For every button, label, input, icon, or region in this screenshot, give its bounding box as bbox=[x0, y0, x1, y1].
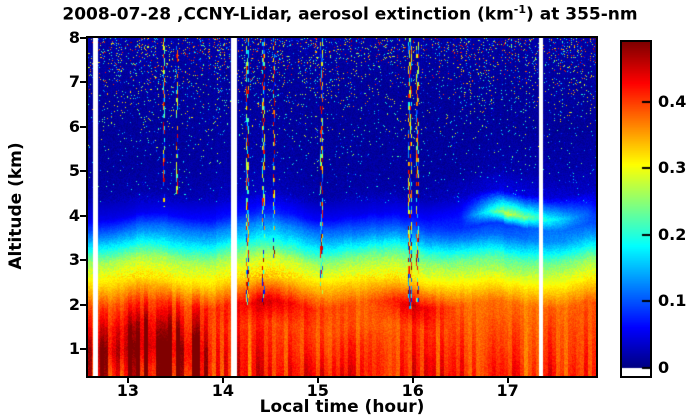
y-tick-label: 1 bbox=[68, 339, 80, 359]
colorbar bbox=[620, 40, 652, 378]
y-tick-label: 7 bbox=[68, 72, 80, 92]
x-tick-mark bbox=[316, 378, 319, 383]
colorbar-tick-label: 0.4 bbox=[658, 91, 687, 111]
y-tick-mark bbox=[80, 348, 86, 351]
y-tick-label: 6 bbox=[68, 116, 80, 136]
y-tick-mark bbox=[80, 37, 86, 39]
y-tick-label: 2 bbox=[68, 294, 80, 314]
heatmap-canvas bbox=[88, 38, 596, 376]
y-tick-mark bbox=[80, 303, 86, 306]
x-tick-mark bbox=[221, 378, 224, 383]
colorbar-tick-label: 0.1 bbox=[658, 291, 687, 311]
y-tick-mark bbox=[80, 214, 86, 217]
y-tick-label: 3 bbox=[68, 250, 80, 270]
y-tick-label: 5 bbox=[68, 161, 80, 181]
x-axis-label: Local time (hour) bbox=[259, 397, 425, 417]
x-tick-label: 16 bbox=[401, 381, 424, 400]
y-tick-label: 8 bbox=[68, 28, 80, 47]
y-tick-mark bbox=[80, 170, 86, 173]
heatmap-plot bbox=[86, 36, 598, 378]
y-tick-label: 4 bbox=[68, 205, 80, 225]
y-tick-mark bbox=[80, 125, 86, 128]
x-tick-mark bbox=[126, 378, 129, 383]
colorbar-tick-label: 0 bbox=[658, 358, 670, 377]
colorbar-tick-label: 0.2 bbox=[658, 224, 687, 244]
chart-title-suffix: ) at 355-nm bbox=[526, 4, 638, 25]
x-tick-mark bbox=[411, 378, 414, 383]
y-tick-mark bbox=[80, 259, 86, 262]
x-tick-label: 14 bbox=[211, 381, 234, 400]
x-tick-label: 17 bbox=[496, 381, 519, 400]
chart-title: 2008-07-28 ,CCNY-Lidar, aerosol extincti… bbox=[0, 3, 700, 25]
x-tick-mark bbox=[506, 378, 509, 383]
y-axis-label: Altitude (km) bbox=[6, 142, 26, 270]
y-tick-mark bbox=[80, 81, 86, 84]
chart-title-text: 2008-07-28 ,CCNY-Lidar, aerosol extincti… bbox=[62, 4, 514, 25]
chart-title-exponent: -1 bbox=[513, 3, 527, 16]
x-tick-label: 13 bbox=[116, 381, 139, 400]
x-tick-label: 15 bbox=[306, 381, 329, 400]
colorbar-tick-label: 0.3 bbox=[658, 158, 687, 178]
colorbar-canvas bbox=[622, 42, 650, 376]
